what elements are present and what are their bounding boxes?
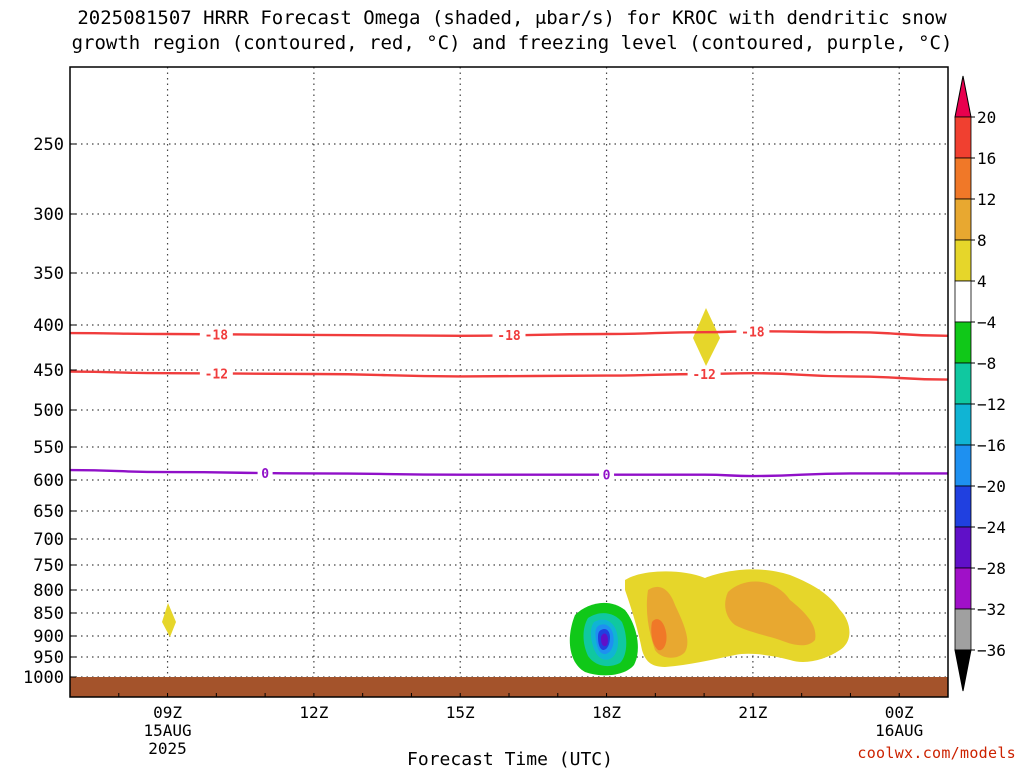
contour-label: 0 — [603, 469, 611, 484]
contour-label-bg — [199, 365, 233, 382]
colorbar-bottom-arrow — [954, 649, 972, 692]
ground — [70, 677, 948, 697]
y-tick-label: 350 — [33, 264, 64, 284]
y-tick-label: 850 — [33, 604, 64, 624]
y-tick-label: 500 — [33, 401, 64, 421]
contour-label: -18 — [497, 329, 521, 344]
y-tick-label: 250 — [33, 135, 64, 155]
colorbar-cell — [954, 280, 972, 323]
omega-area-purple — [601, 633, 608, 647]
colorbar-cell — [954, 403, 972, 446]
y-tick-label: 400 — [33, 316, 64, 336]
x-tick-label: 15Z — [446, 703, 475, 722]
colorbar-cell — [954, 198, 972, 241]
colorbar-label: −28 — [977, 559, 1006, 578]
contour-label-bg — [687, 366, 721, 382]
x-tick-label: 21Z — [738, 703, 767, 722]
y-tick-label: 550 — [33, 438, 64, 458]
y-tick-label: 950 — [33, 648, 64, 668]
contour-label-bg — [599, 466, 615, 483]
omega-shading — [162, 308, 850, 676]
colorbar-label: −24 — [977, 518, 1006, 537]
colorbar-top-arrow — [954, 75, 972, 118]
omega-area-peak — [651, 619, 667, 651]
x-tick-label: 18Z — [592, 703, 621, 722]
y-tick-label: 800 — [33, 581, 64, 601]
contour-label: -12 — [692, 368, 715, 383]
colorbar-cell — [954, 321, 972, 364]
contour-line — [70, 468, 948, 478]
contour-label-bg — [257, 464, 273, 481]
colorbar-cell — [954, 567, 972, 610]
x-tick-label: 00Z — [885, 703, 914, 722]
contour-lines: -18 -18 -18 -12 -12 0 0 — [70, 323, 948, 484]
y-tick-label: 700 — [33, 530, 64, 550]
colorbar-label: −16 — [977, 436, 1006, 455]
y-tick-label: 300 — [33, 205, 64, 225]
y-tick-label: 600 — [33, 471, 64, 491]
colorbar-label: −12 — [977, 395, 1006, 414]
colorbar-label: 4 — [977, 272, 987, 291]
credit-text: coolwx.com/models — [857, 744, 1016, 762]
y-tick-label: 650 — [33, 502, 64, 522]
colorbar: 20 16 12 8 4 −4 −8 −12 −16 −20 −24 −28 −32 −36 — [954, 75, 1006, 692]
x-tick-year: 2025 — [148, 739, 187, 758]
colorbar-label: −8 — [977, 354, 996, 373]
contour-label-bg — [736, 323, 770, 340]
colorbar-label: 12 — [977, 190, 996, 209]
colorbar-label: −32 — [977, 600, 1006, 619]
y-tick-label: 450 — [33, 361, 64, 381]
colorbar-label: 20 — [977, 108, 996, 127]
y-tick-label: 1000 — [23, 668, 64, 688]
colorbar-cell — [954, 608, 972, 651]
colorbar-label: 16 — [977, 149, 996, 168]
colorbar-cell — [954, 157, 972, 200]
title-line-2: growth region (contoured, red, °C) and f… — [71, 32, 953, 54]
omega-area-orange-b — [725, 581, 816, 646]
colorbar-cell — [954, 239, 972, 282]
omega-area-09z — [162, 603, 176, 637]
title-line-1: 2025081507 HRRR Forecast Omega (shaded, … — [77, 7, 947, 29]
x-tick-date: 16AUG — [875, 721, 923, 740]
contour-label: 0 — [261, 467, 269, 482]
y-tick-label: 750 — [33, 556, 64, 576]
y-tick-label: 900 — [33, 627, 64, 647]
contour-label-bg — [199, 326, 233, 343]
colorbar-label: 8 — [977, 231, 987, 250]
colorbar-cell — [954, 444, 972, 487]
colorbar-label: −20 — [977, 477, 1006, 496]
colorbar-label: −36 — [977, 641, 1006, 660]
x-axis-label: Forecast Time (UTC) — [407, 749, 613, 768]
x-tick-date: 15AUG — [143, 721, 191, 740]
omega-area-upper — [693, 308, 720, 366]
colorbar-cell — [954, 362, 972, 405]
colorbar-cell — [954, 116, 972, 159]
axes: 250 300 350 400 450 500 550 600 650 700 750 800 850 9… — [23, 135, 949, 758]
x-tick-label: 12Z — [299, 703, 328, 722]
contour-label: -18 — [741, 325, 765, 340]
chart-title: 2025081507 HRRR Forecast Omega (shaded, … — [0, 6, 1024, 56]
contour-label-bg — [492, 327, 526, 344]
colorbar-cell — [954, 526, 972, 569]
contour-label: -12 — [205, 367, 228, 382]
x-tick-label: 09Z — [153, 703, 182, 722]
contour-label: -18 — [205, 328, 229, 343]
colorbar-label: −4 — [977, 313, 996, 332]
colorbar-cell — [954, 485, 972, 528]
